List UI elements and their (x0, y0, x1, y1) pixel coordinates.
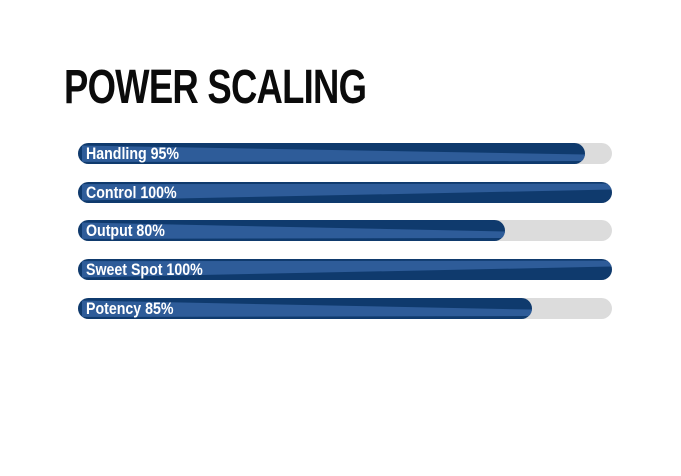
bar-row: Sweet Spot 100% (78, 259, 612, 280)
bar-row: Output 80% (78, 220, 612, 241)
bar-chart: Handling 95% Control 100% Output 80% Swe… (78, 0, 612, 476)
bar-fill: Control 100% (78, 182, 612, 203)
page-title: POWER SCALING (64, 61, 367, 114)
bar-fill: Sweet Spot 100% (78, 259, 612, 280)
bar-label: Output 80% (86, 222, 165, 240)
bar-fill: Output 80% (78, 220, 506, 241)
bar-row: Control 100% (78, 182, 612, 203)
bar-label: Potency 85% (86, 300, 174, 318)
bar-fill: Potency 85% (78, 298, 532, 319)
bar-label: Handling 95% (86, 145, 180, 163)
bar-fill: Handling 95% (78, 143, 586, 164)
bar-row: Potency 85% (78, 298, 612, 319)
bar-row: Handling 95% (78, 143, 612, 164)
bar-label: Sweet Spot 100% (86, 261, 203, 279)
bar-label: Control 100% (86, 184, 177, 202)
